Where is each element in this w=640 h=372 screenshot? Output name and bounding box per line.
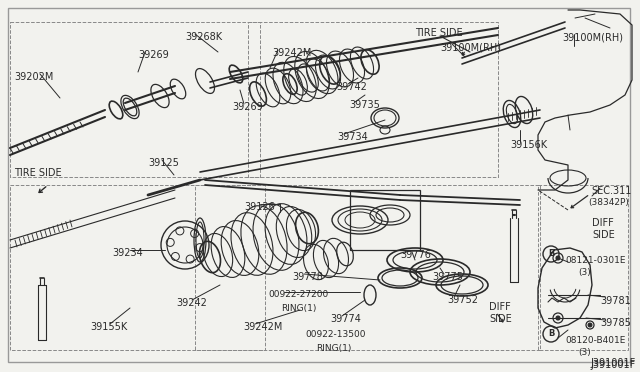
Text: (3): (3) bbox=[578, 268, 591, 277]
Text: 39778: 39778 bbox=[292, 272, 323, 282]
Text: B: B bbox=[548, 250, 554, 259]
Text: (38342P): (38342P) bbox=[588, 198, 629, 207]
Text: DIFF: DIFF bbox=[592, 218, 614, 228]
Text: 00922-13500: 00922-13500 bbox=[305, 330, 365, 339]
Text: 39781: 39781 bbox=[600, 296, 631, 306]
Text: 39752: 39752 bbox=[447, 295, 478, 305]
Text: 39776: 39776 bbox=[400, 250, 431, 260]
Ellipse shape bbox=[588, 323, 592, 327]
Text: B: B bbox=[548, 330, 554, 339]
Text: 39125: 39125 bbox=[148, 158, 179, 168]
Text: SIDE: SIDE bbox=[592, 230, 615, 240]
Ellipse shape bbox=[556, 316, 560, 320]
Text: (3): (3) bbox=[578, 348, 591, 357]
Text: 39269: 39269 bbox=[138, 50, 169, 60]
Bar bbox=[195, 185, 540, 350]
Text: RING(1): RING(1) bbox=[281, 304, 316, 313]
Text: 39242M: 39242M bbox=[243, 322, 282, 332]
Text: 39774: 39774 bbox=[330, 314, 361, 324]
Text: 39126: 39126 bbox=[244, 202, 275, 212]
Text: 39742: 39742 bbox=[336, 82, 367, 92]
Text: 08121-0301E: 08121-0301E bbox=[565, 256, 625, 265]
Text: 39234: 39234 bbox=[112, 248, 143, 258]
Bar bbox=[10, 185, 265, 350]
Text: 08120-B401E: 08120-B401E bbox=[565, 336, 625, 345]
Text: J391001F: J391001F bbox=[590, 360, 636, 370]
Text: 39242M: 39242M bbox=[272, 48, 312, 58]
Text: TIRE SIDE: TIRE SIDE bbox=[415, 28, 463, 38]
Bar bbox=[538, 185, 628, 350]
Text: SEC.311: SEC.311 bbox=[591, 186, 632, 196]
Bar bbox=[350, 190, 420, 250]
Text: SIDE: SIDE bbox=[489, 314, 512, 324]
Text: TIRE SIDE: TIRE SIDE bbox=[14, 168, 61, 178]
Text: 39775: 39775 bbox=[432, 272, 463, 282]
Ellipse shape bbox=[556, 256, 560, 260]
Text: 39734: 39734 bbox=[337, 132, 368, 142]
Text: 39785: 39785 bbox=[600, 318, 631, 328]
Text: 39735: 39735 bbox=[349, 100, 380, 110]
Text: 39100M(RH): 39100M(RH) bbox=[440, 42, 501, 52]
Text: 39156K: 39156K bbox=[510, 140, 547, 150]
Text: 39100M(RH): 39100M(RH) bbox=[562, 32, 623, 42]
Text: 39242: 39242 bbox=[176, 298, 207, 308]
Text: RING(1): RING(1) bbox=[316, 344, 351, 353]
Text: 39155K: 39155K bbox=[90, 322, 127, 332]
Text: 39269: 39269 bbox=[232, 102, 263, 112]
Text: J391001F: J391001F bbox=[590, 358, 636, 368]
Bar bbox=[248, 22, 498, 177]
Bar bbox=[10, 22, 260, 177]
Text: DIFF: DIFF bbox=[489, 302, 511, 312]
Text: 00922-27200: 00922-27200 bbox=[268, 290, 328, 299]
Text: 39202M: 39202M bbox=[14, 72, 53, 82]
Text: 39268K: 39268K bbox=[185, 32, 222, 42]
